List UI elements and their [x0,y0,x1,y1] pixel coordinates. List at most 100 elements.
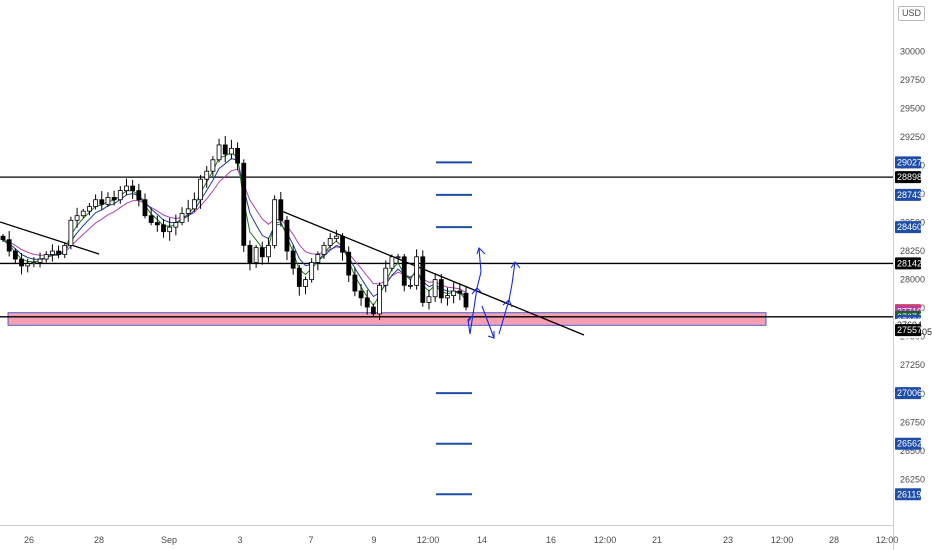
candle [74,207,80,228]
trend-line-descending[interactable] [278,209,585,336]
candle-body [241,162,247,246]
candle-body [352,274,358,292]
candle-body [93,199,98,207]
candle-body [154,222,160,226]
candle [43,251,49,263]
x-tick-label: 3 [237,535,242,545]
candle-body [259,247,265,258]
price-tag[interactable]: 28743 [895,188,922,201]
candle [204,166,210,188]
x-tick-label: 21 [652,535,662,545]
price-tag-label: 28743 [897,190,922,200]
currency-badge[interactable]: USD [898,6,926,21]
candle-body [278,199,284,221]
price-tag-label: 27557 [897,325,922,335]
price-tag-bg [895,324,921,337]
candle [457,283,463,301]
candle-body [303,279,308,287]
candle [93,194,98,210]
projection-arrow-5[interactable] [498,298,513,335]
candle-body [12,250,18,260]
x-tick-label: 12:00 [594,535,617,545]
candle-body [364,297,370,308]
candle-body [321,244,327,255]
projection-arrow-4[interactable] [481,305,495,339]
candle [124,178,129,196]
candle-body [173,222,179,228]
candle [377,282,382,321]
candle [290,245,296,275]
candle [87,203,92,216]
candle-body [457,290,463,294]
x-tick-label: 28 [829,535,839,545]
candle [49,244,55,262]
candle-body [167,226,173,233]
price-tag-bg [895,221,921,234]
projection-arrow-6[interactable] [508,261,521,301]
candle [389,254,395,272]
candle [37,252,43,268]
y-tick-label: 29500 [900,103,925,113]
price-tag[interactable]: 28142 [895,257,922,270]
candle-body [432,279,438,298]
price-tag[interactable]: 27006 [895,387,922,400]
candle [241,159,247,252]
candle [370,303,376,318]
x-tick-label: 12:00 [876,535,899,545]
candle [19,252,24,275]
price-tag-label: 28142 [897,258,922,268]
candle [235,142,240,171]
candle-body [315,254,321,263]
trend-line-left[interactable] [0,221,100,255]
candle [408,278,413,289]
candle [333,229,339,242]
x-tick-label: 12:00 [771,535,794,545]
candle [426,289,432,310]
x-tick-label: 7 [308,535,313,545]
price-tag[interactable]: 26119 [895,488,921,501]
candle-body [235,147,240,164]
candle [0,233,6,242]
candle [56,245,61,259]
price-tag-label: 28898 [897,172,922,182]
price-tag[interactable]: 28898 [895,171,922,184]
y-tick-label: 26500 [900,446,925,456]
price-tag-bg [895,387,921,400]
candle [414,249,420,290]
candle-body [377,284,382,315]
candle-body [395,256,401,259]
candle-body [0,235,6,241]
candle-body [346,251,352,276]
projection-arrow-2[interactable] [469,286,482,335]
candle [352,267,358,297]
candle-body [463,292,469,308]
candle-body [130,185,136,191]
candle [142,193,148,219]
candle-body [117,190,123,201]
candle-body [31,262,37,265]
price-tag-bg [895,257,921,270]
y-tick-label: 27250 [900,360,925,370]
candle [161,219,166,238]
projection-arrow-3[interactable] [476,246,486,289]
candle [364,289,370,315]
price-tag[interactable]: 29027 [895,156,922,169]
candle-body [204,170,210,180]
projection-arrow-1[interactable] [467,315,473,335]
candle-body [198,178,203,201]
price-tag-label: 26562 [897,439,922,449]
candle-body [19,258,24,267]
price-tag[interactable]: 27557 [895,324,922,337]
candle-body [74,215,80,221]
candle-body [414,256,420,286]
candle [383,260,389,293]
candle-body [56,250,61,255]
candle [130,179,136,199]
price-tag[interactable]: 26562 [895,437,922,450]
support-zone[interactable] [7,312,767,326]
candle-body [87,206,92,212]
candle [111,190,117,206]
candle-body [333,235,339,239]
price-tag[interactable]: 28460 [895,221,922,234]
